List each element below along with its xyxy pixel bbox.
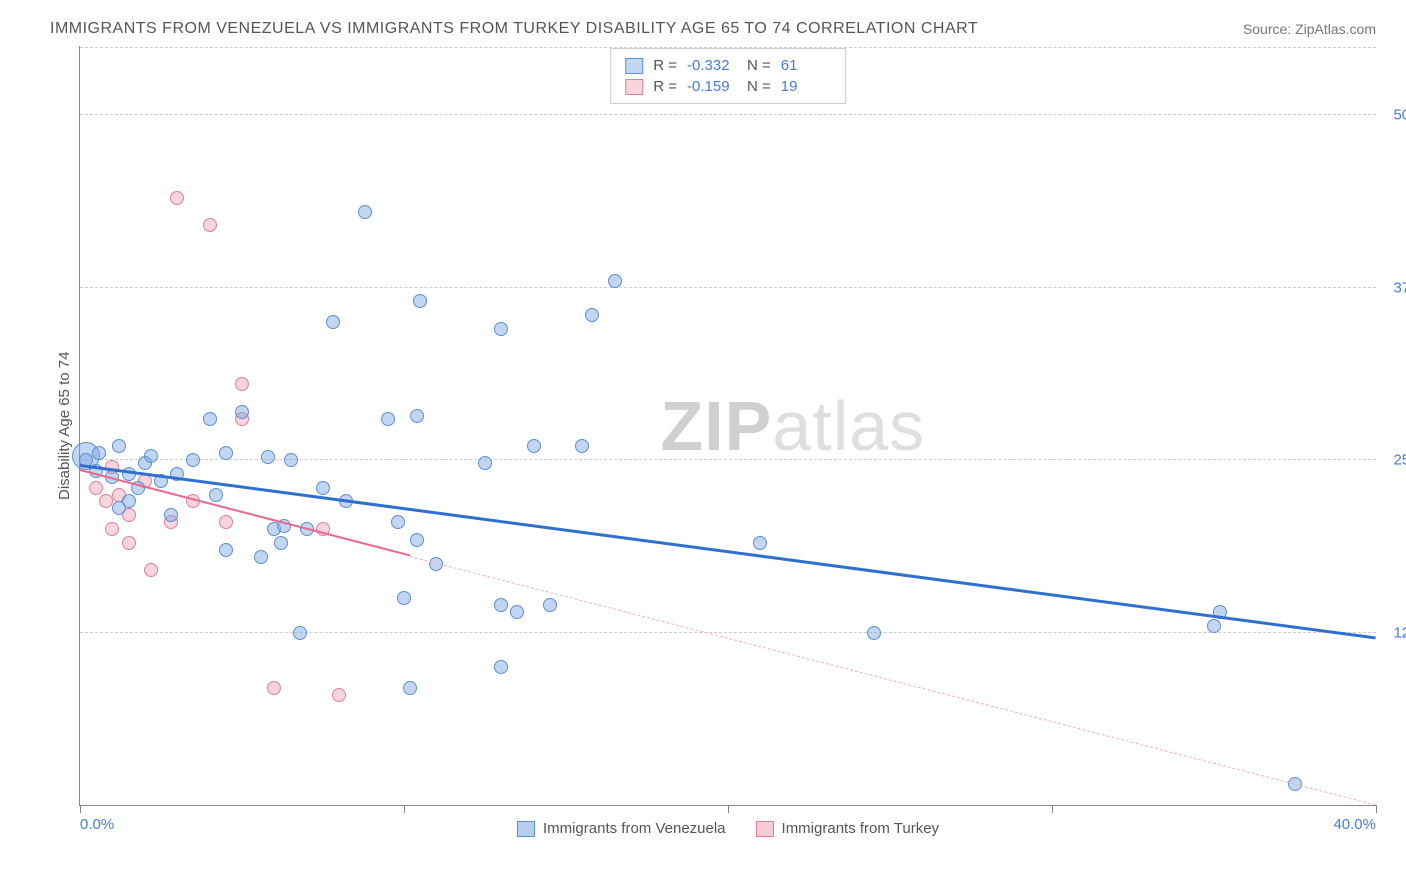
scatter-point xyxy=(274,536,288,550)
legend-swatch-2 xyxy=(756,821,774,837)
scatter-point xyxy=(494,660,508,674)
gridline-h xyxy=(80,114,1376,115)
scatter-point xyxy=(608,274,622,288)
scatter-point xyxy=(209,488,223,502)
n-value-2: 19 xyxy=(781,78,831,95)
x-tick-label: 40.0% xyxy=(1333,816,1376,833)
legend-bottom: Immigrants from Venezuela Immigrants fro… xyxy=(517,820,939,837)
legend-stats-box: R = -0.332 N = 61 R = -0.159 N = 19 xyxy=(610,48,846,104)
trend-line-dashed xyxy=(410,556,1376,805)
r-label-2: R = xyxy=(653,78,677,95)
swatch-series-2 xyxy=(625,79,643,95)
watermark-zip: ZIP xyxy=(660,387,772,465)
scatter-point xyxy=(235,405,249,419)
scatter-point xyxy=(867,626,881,640)
scatter-point xyxy=(316,481,330,495)
title-row: IMMIGRANTS FROM VENEZUELA VS IMMIGRANTS … xyxy=(50,20,1376,38)
scatter-point xyxy=(326,315,340,329)
n-label: N = xyxy=(747,57,771,74)
scatter-point xyxy=(164,508,178,522)
scatter-point xyxy=(358,205,372,219)
legend-stats-row-1: R = -0.332 N = 61 xyxy=(625,55,831,76)
scatter-point xyxy=(332,688,346,702)
scatter-point xyxy=(92,446,106,460)
scatter-point xyxy=(585,308,599,322)
scatter-point xyxy=(170,191,184,205)
scatter-point xyxy=(527,439,541,453)
r-value-2: -0.159 xyxy=(687,78,737,95)
x-tick xyxy=(1376,805,1377,813)
scatter-point xyxy=(186,453,200,467)
y-tick-label: 25.0% xyxy=(1381,452,1406,469)
n-label-2: N = xyxy=(747,78,771,95)
scatter-point xyxy=(753,536,767,550)
scatter-point xyxy=(122,536,136,550)
scatter-point xyxy=(543,598,557,612)
scatter-point xyxy=(403,681,417,695)
scatter-point xyxy=(99,494,113,508)
scatter-point xyxy=(203,412,217,426)
plot-area: ZIPatlas R = -0.332 N = 61 R = -0.159 N … xyxy=(79,46,1376,806)
gridline-h xyxy=(80,632,1376,633)
gridline-h xyxy=(80,287,1376,288)
watermark: ZIPatlas xyxy=(660,386,925,466)
x-tick xyxy=(728,805,729,813)
scatter-point xyxy=(510,605,524,619)
scatter-point xyxy=(144,563,158,577)
scatter-point xyxy=(293,626,307,640)
scatter-point xyxy=(219,543,233,557)
chart-title: IMMIGRANTS FROM VENEZUELA VS IMMIGRANTS … xyxy=(50,20,978,38)
scatter-point xyxy=(112,439,126,453)
x-tick xyxy=(404,805,405,813)
scatter-point xyxy=(267,681,281,695)
r-value-1: -0.332 xyxy=(687,57,737,74)
scatter-point xyxy=(410,409,424,423)
n-value-1: 61 xyxy=(781,57,831,74)
source-label: Source: ZipAtlas.com xyxy=(1243,21,1376,37)
x-tick xyxy=(1052,805,1053,813)
watermark-atlas: atlas xyxy=(772,387,925,465)
scatter-point xyxy=(494,598,508,612)
x-tick-label: 0.0% xyxy=(80,816,114,833)
scatter-point xyxy=(219,515,233,529)
chart-container: IMMIGRANTS FROM VENEZUELA VS IMMIGRANTS … xyxy=(0,0,1406,892)
scatter-point xyxy=(494,322,508,336)
trend-line xyxy=(80,464,1376,639)
scatter-point xyxy=(89,481,103,495)
scatter-point xyxy=(284,453,298,467)
scatter-point xyxy=(391,515,405,529)
scatter-point xyxy=(1207,619,1221,633)
scatter-point xyxy=(478,456,492,470)
scatter-point xyxy=(122,494,136,508)
legend-stats-row-2: R = -0.159 N = 19 xyxy=(625,76,831,97)
legend-label-1: Immigrants from Venezuela xyxy=(543,820,726,837)
y-tick-label: 12.5% xyxy=(1381,624,1406,641)
scatter-point xyxy=(219,446,233,460)
scatter-point xyxy=(397,591,411,605)
scatter-point xyxy=(261,450,275,464)
y-axis-label: Disability Age 65 to 74 xyxy=(50,46,79,806)
plot-wrapper: Disability Age 65 to 74 ZIPatlas R = -0.… xyxy=(50,46,1376,846)
scatter-point xyxy=(254,550,268,564)
scatter-point xyxy=(381,412,395,426)
scatter-point xyxy=(203,218,217,232)
r-label: R = xyxy=(653,57,677,74)
scatter-point xyxy=(575,439,589,453)
y-tick-label: 50.0% xyxy=(1381,107,1406,124)
legend-label-2: Immigrants from Turkey xyxy=(782,820,940,837)
x-tick xyxy=(80,805,81,813)
legend-swatch-1 xyxy=(517,821,535,837)
scatter-point xyxy=(235,377,249,391)
scatter-point xyxy=(410,533,424,547)
legend-item-2: Immigrants from Turkey xyxy=(756,820,940,837)
y-tick-label: 37.5% xyxy=(1381,279,1406,296)
scatter-point xyxy=(144,449,158,463)
legend-item-1: Immigrants from Venezuela xyxy=(517,820,726,837)
swatch-series-1 xyxy=(625,58,643,74)
scatter-point xyxy=(105,522,119,536)
scatter-point xyxy=(413,294,427,308)
